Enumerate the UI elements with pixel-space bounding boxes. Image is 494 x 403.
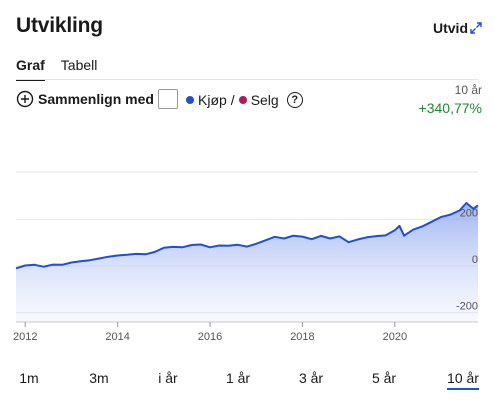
x-tick-label: 2014	[105, 331, 129, 343]
x-tick-label: 2020	[383, 331, 407, 343]
expand-arrows-icon	[470, 22, 482, 34]
buy-dot-icon	[186, 96, 194, 104]
y-tick-label: 200	[460, 207, 478, 219]
tab-tabell[interactable]: Tabell	[60, 57, 98, 73]
compare-label: Sammenlign med	[38, 91, 154, 107]
period-option[interactable]: 1m	[19, 370, 39, 386]
compare-button[interactable]: Sammenlign med	[16, 90, 154, 108]
tab-bar: Graf Tabell	[16, 57, 97, 81]
period-option[interactable]: i år	[158, 370, 178, 386]
trades-checkbox[interactable]	[158, 89, 178, 109]
buy-label: Kjøp	[198, 92, 227, 108]
change-value: +340,77%	[418, 100, 482, 116]
y-tick-label: 0	[472, 254, 478, 266]
page-title: Utvikling	[16, 14, 103, 37]
tabs-divider	[16, 79, 478, 80]
period-option[interactable]: 3 år	[298, 370, 324, 386]
period-option[interactable]: 1 år	[225, 370, 251, 386]
area-fill	[16, 203, 478, 322]
period-label: 10 år	[454, 83, 482, 97]
period-option[interactable]: 3m	[89, 370, 109, 386]
help-icon[interactable]: ?	[286, 92, 303, 108]
performance-chart: -200 0 200 2012 2014 2016 2018 2020	[13, 171, 479, 343]
x-tick-label: 2018	[290, 331, 314, 343]
period-option[interactable]: 10 år	[447, 370, 479, 390]
y-tick-label: -200	[456, 301, 478, 313]
x-tick-label: 2016	[198, 331, 222, 343]
tab-graf[interactable]: Graf	[16, 57, 45, 81]
x-tick-label: 2012	[13, 331, 37, 343]
trade-legend: Kjøp / Selg ?	[186, 92, 303, 108]
sell-label: Selg	[250, 92, 279, 108]
period-option[interactable]: 5 år	[371, 370, 397, 386]
expand-button[interactable]: Utvid	[433, 20, 482, 36]
series-line	[15, 202, 479, 270]
plus-circle-icon	[16, 90, 34, 108]
expand-label: Utvid	[433, 20, 468, 36]
sell-dot-icon	[238, 96, 247, 104]
legend-separator: /	[230, 92, 235, 108]
period-selector: 1m 3m i år 1 år 3 år 5 år 10 år	[0, 370, 494, 390]
